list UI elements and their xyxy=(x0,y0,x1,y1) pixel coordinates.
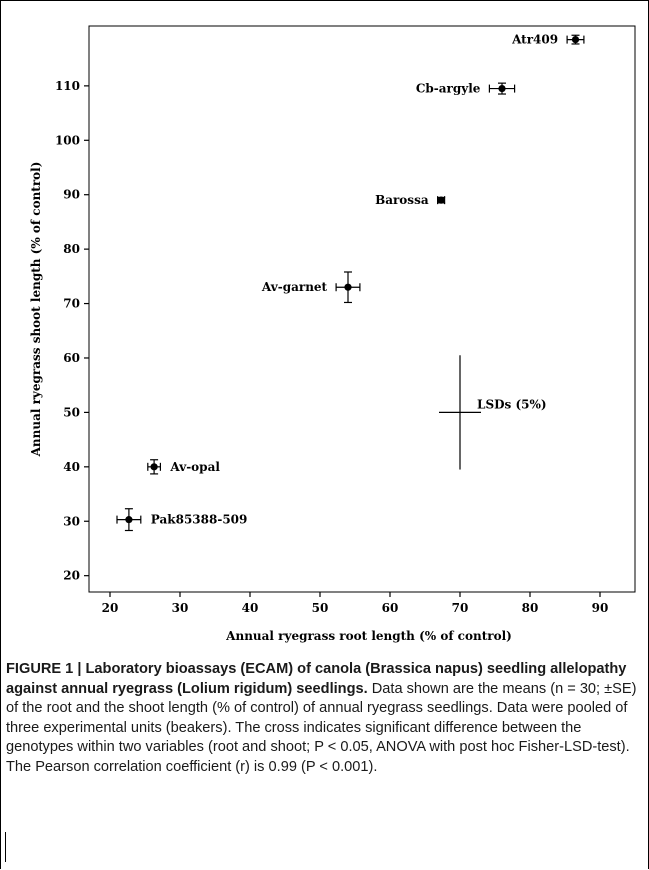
data-points: Atr409 Cb-argyle Barossa Av-garnet Av-opal Pa… xyxy=(117,33,584,531)
x-tick-label: 30 xyxy=(172,601,189,615)
data-point xyxy=(438,197,445,204)
y-tick-label: 70 xyxy=(63,297,80,311)
y-tick-label: 80 xyxy=(63,242,80,256)
lsd-cross: LSDs (5%) xyxy=(439,355,547,469)
caption-side-bar xyxy=(5,832,6,862)
y-tick-label: 60 xyxy=(63,351,80,365)
y-tick-label: 100 xyxy=(55,133,80,147)
data-point-group: Cb-argyle xyxy=(416,82,515,96)
data-point-group: Av-opal xyxy=(148,460,221,474)
point-label: Barossa xyxy=(375,193,429,207)
x-tick-label: 50 xyxy=(312,601,329,615)
point-label: Atr409 xyxy=(511,33,558,47)
point-label: Cb-argyle xyxy=(416,82,481,96)
x-tick-label: 20 xyxy=(102,601,119,615)
x-tick-label: 70 xyxy=(452,601,469,615)
y-tick-label: 30 xyxy=(63,514,80,528)
scatter-chart: 20 30 40 50 60 70 80 90 2030405060708090100110 … xyxy=(0,0,649,660)
y-tick-label: 20 xyxy=(63,569,80,583)
data-point-group: Pak85388-509 xyxy=(117,509,247,531)
data-point-group: Av-garnet xyxy=(261,272,360,302)
data-point xyxy=(572,36,579,43)
data-point xyxy=(125,516,132,523)
y-axis-title: Annual ryegrass shoot length (% of contr… xyxy=(29,162,43,458)
plot-area xyxy=(89,26,635,592)
point-label: Av-opal xyxy=(169,460,220,474)
x-tick-label: 60 xyxy=(382,601,399,615)
data-point xyxy=(344,284,351,291)
figure-caption: FIGURE 1 | Laboratory bioassays (ECAM) o… xyxy=(6,660,642,777)
y-tick-label: 90 xyxy=(63,188,80,202)
x-tick-label: 80 xyxy=(522,601,539,615)
point-label: Pak85388-509 xyxy=(151,513,248,527)
x-axis-ticks: 20 30 40 50 60 70 80 90 xyxy=(102,592,609,615)
data-point xyxy=(151,463,158,470)
y-tick-label: 50 xyxy=(63,405,80,419)
point-label: Av-garnet xyxy=(261,280,328,294)
x-tick-label: 90 xyxy=(592,601,609,615)
y-axis-ticks: 20 30 40 50 60 70 80 90 100 110 xyxy=(55,79,89,583)
data-point-group: Barossa xyxy=(375,193,445,207)
x-axis-title: Annual ryegrass root length (% of contro… xyxy=(225,629,512,643)
y-tick-label: 40 xyxy=(63,460,80,474)
data-point xyxy=(498,85,505,92)
lsd-label: LSDs (5%) xyxy=(477,397,547,411)
data-point-group: Atr409 xyxy=(511,33,584,47)
x-tick-label: 40 xyxy=(242,601,259,615)
y-tick-label: 110 xyxy=(55,79,80,93)
